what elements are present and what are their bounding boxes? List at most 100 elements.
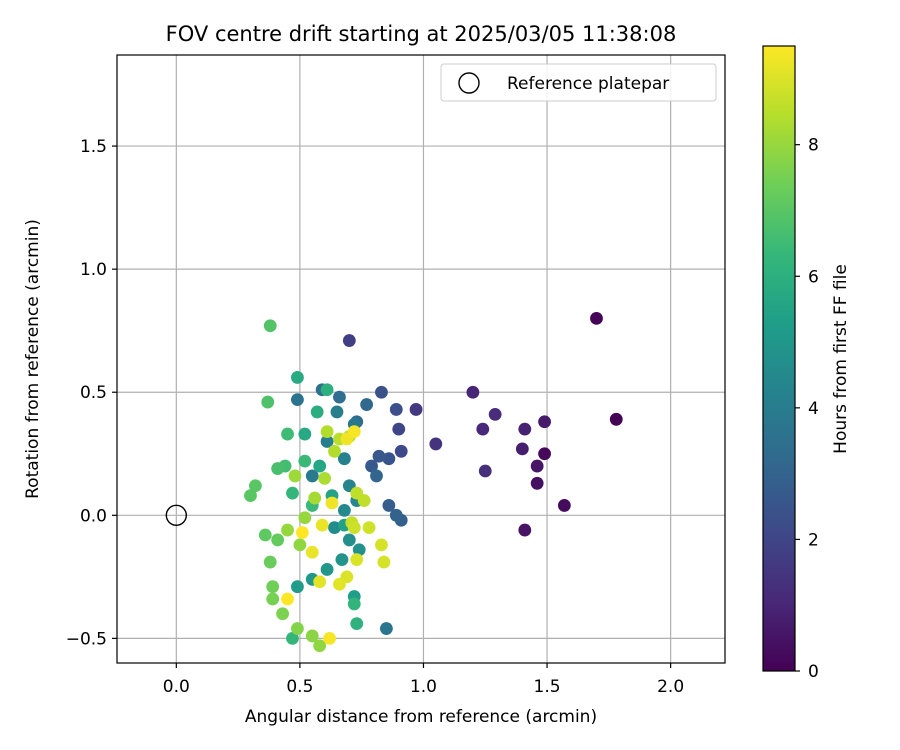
data-point xyxy=(288,469,302,483)
data-point xyxy=(320,435,334,448)
data-point xyxy=(313,639,327,653)
data-point xyxy=(295,526,309,539)
data-point xyxy=(360,398,374,411)
data-point xyxy=(530,476,544,490)
data-point xyxy=(305,629,319,643)
data-point xyxy=(515,442,529,456)
data-point xyxy=(298,454,312,468)
data-point xyxy=(362,521,376,535)
y-axis-ticks: −0.5 0.0 0.5 1.0 1.5 xyxy=(66,137,117,649)
data-point xyxy=(335,553,349,567)
data-point xyxy=(281,592,294,606)
data-point xyxy=(518,422,532,436)
data-point xyxy=(258,528,272,542)
data-point xyxy=(328,521,341,535)
data-point xyxy=(315,518,329,532)
data-point xyxy=(298,511,312,525)
data-point xyxy=(337,503,351,517)
data-point xyxy=(409,403,423,416)
chart-title: FOV centre drift starting at 2025/03/05 … xyxy=(166,22,677,46)
data-point xyxy=(352,543,366,557)
data-point xyxy=(466,385,480,399)
data-point xyxy=(347,425,361,439)
data-points xyxy=(244,311,623,653)
data-point xyxy=(389,508,403,522)
data-point xyxy=(271,462,285,475)
reference-platepar-marker xyxy=(165,504,188,527)
data-point xyxy=(350,617,364,631)
x-tick-label: 0.5 xyxy=(286,677,313,697)
data-point xyxy=(320,563,334,576)
colorbar-label: Hours from first FF file xyxy=(831,264,851,454)
data-point xyxy=(609,412,623,426)
data-point xyxy=(249,479,262,493)
data-point xyxy=(323,631,336,645)
data-point xyxy=(478,464,492,478)
y-axis-label: Rotation from reference (arcmin) xyxy=(23,219,43,499)
data-point xyxy=(310,405,324,419)
data-point xyxy=(538,447,551,461)
data-point xyxy=(476,422,490,436)
x-tick-label: 1.5 xyxy=(534,677,561,697)
data-point xyxy=(342,533,356,547)
data-point xyxy=(379,622,393,635)
data-point xyxy=(394,444,408,458)
legend-entry-reference-platepar: Reference platepar xyxy=(507,74,669,94)
data-point xyxy=(350,553,364,567)
data-point xyxy=(488,407,502,421)
data-point xyxy=(347,521,361,535)
data-point xyxy=(308,491,322,505)
x-tick-label: 0.0 xyxy=(163,677,190,697)
data-point xyxy=(305,469,319,483)
data-point xyxy=(328,444,341,458)
data-point xyxy=(372,449,386,463)
data-point xyxy=(313,459,327,473)
colorbar-tick-label: 6 xyxy=(808,267,819,287)
data-point xyxy=(590,311,603,325)
plot-frame xyxy=(116,54,726,664)
grid xyxy=(117,55,725,663)
x-axis-label: Angular distance from reference (arcmin) xyxy=(245,707,597,727)
x-axis-ticks: 0.0 0.5 1.0 1.5 2.0 xyxy=(163,663,684,697)
y-tick-label: 0.5 xyxy=(80,383,107,403)
colorbar-tick-label: 2 xyxy=(808,530,819,550)
data-point xyxy=(389,403,403,416)
colorbar-tick-label: 0 xyxy=(808,662,819,682)
y-tick-label: 1.0 xyxy=(80,260,107,280)
legend-reference-marker xyxy=(458,72,480,94)
data-point xyxy=(365,459,378,473)
data-point xyxy=(291,622,304,635)
data-point xyxy=(286,486,299,500)
data-point xyxy=(291,371,304,384)
data-point xyxy=(333,577,346,591)
data-point xyxy=(375,385,388,399)
data-point xyxy=(557,499,571,512)
legend-box xyxy=(440,63,717,102)
data-point xyxy=(320,425,334,439)
data-point xyxy=(429,437,443,451)
data-point xyxy=(320,383,334,397)
data-point xyxy=(263,319,277,333)
data-point xyxy=(347,597,361,611)
data-point xyxy=(333,390,346,404)
data-point xyxy=(330,405,344,419)
data-point xyxy=(325,496,339,510)
x-tick-label: 2.0 xyxy=(657,677,684,697)
data-point xyxy=(244,489,257,503)
data-point xyxy=(271,533,285,547)
data-point xyxy=(263,555,277,569)
data-point xyxy=(337,452,351,466)
legend: Reference platepar xyxy=(440,63,717,102)
data-point xyxy=(276,607,289,621)
colorbar-tick-label: 4 xyxy=(808,399,819,419)
data-point xyxy=(392,422,406,436)
x-tick-label: 1.0 xyxy=(410,677,437,697)
data-point xyxy=(538,415,551,429)
y-tick-label: −0.5 xyxy=(66,629,107,649)
data-point xyxy=(382,499,396,512)
data-point xyxy=(291,580,304,594)
data-point xyxy=(357,494,371,507)
y-tick-label: 1.5 xyxy=(80,137,107,157)
colorbar: 0 2 4 6 8 Hours from first FF file xyxy=(762,45,851,682)
